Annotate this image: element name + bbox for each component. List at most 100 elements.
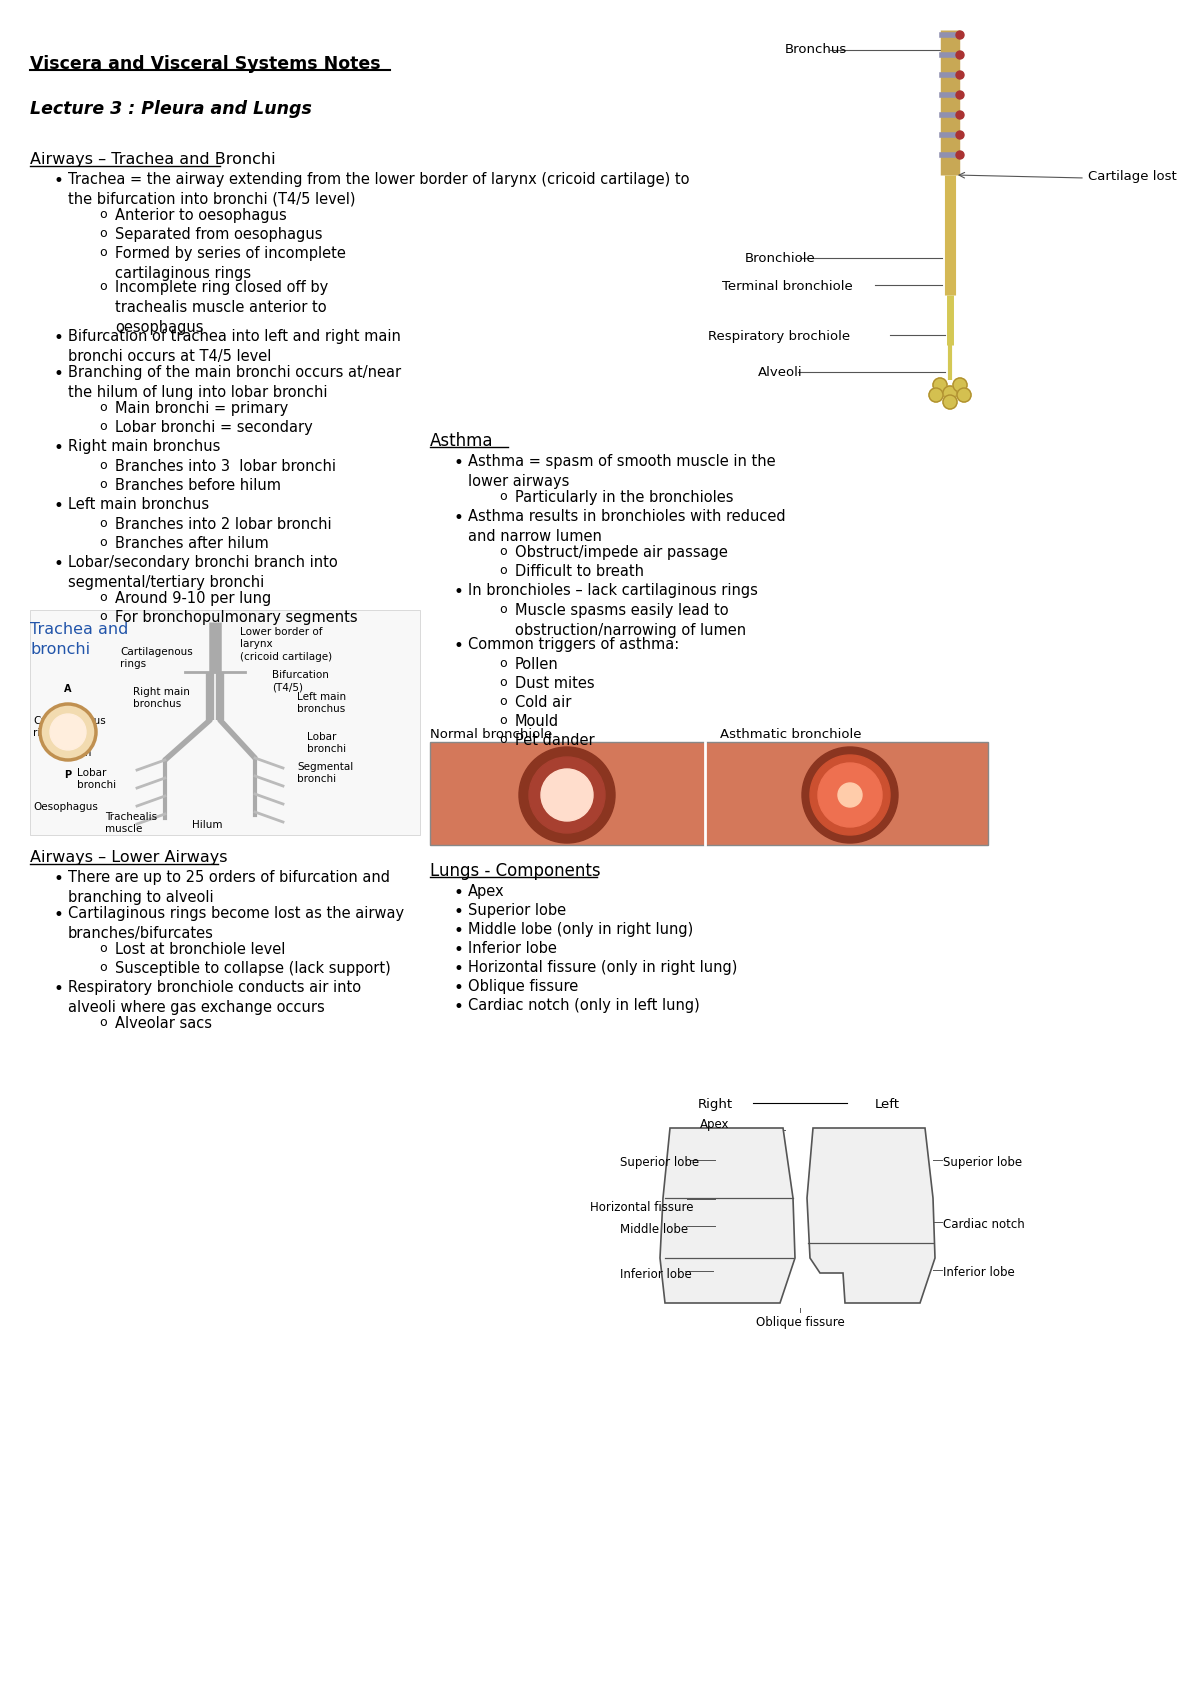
Text: Dust mites: Dust mites (515, 675, 595, 691)
Text: o: o (100, 518, 107, 529)
Circle shape (956, 131, 964, 139)
Text: o: o (499, 602, 506, 616)
Text: Right: Right (697, 1098, 732, 1112)
Text: o: o (499, 696, 506, 708)
Circle shape (934, 378, 947, 392)
Text: Cartilage lost: Cartilage lost (1088, 170, 1177, 183)
Text: Cardiac notch: Cardiac notch (943, 1218, 1025, 1230)
Text: •: • (53, 440, 62, 456)
Text: Difficult to breath: Difficult to breath (515, 563, 644, 579)
Text: Cardiac notch (only in left lung): Cardiac notch (only in left lung) (468, 998, 700, 1013)
Text: Asthma = spasm of smooth muscle in the
lower airways: Asthma = spasm of smooth muscle in the l… (468, 455, 775, 489)
Text: Trachea = the airway extending from the lower border of larynx (cricoid cartilag: Trachea = the airway extending from the … (68, 171, 690, 207)
Text: Anterior to oesophagus: Anterior to oesophagus (115, 209, 287, 222)
Text: Apex: Apex (701, 1118, 730, 1130)
Text: •: • (53, 497, 62, 514)
Text: Asthma results in bronchioles with reduced
and narrow lumen: Asthma results in bronchioles with reduc… (468, 509, 786, 543)
Circle shape (956, 71, 964, 80)
Polygon shape (808, 1129, 935, 1303)
Text: Right main bronchus: Right main bronchus (68, 440, 221, 455)
Text: Branches before hilum: Branches before hilum (115, 479, 281, 494)
Text: o: o (499, 714, 506, 726)
Text: Pet dander: Pet dander (515, 733, 595, 748)
FancyBboxPatch shape (30, 609, 420, 835)
Text: •: • (454, 903, 463, 921)
Text: Segmental
bronchi: Segmental bronchi (298, 762, 353, 784)
Circle shape (802, 747, 898, 843)
Text: o: o (100, 246, 107, 260)
Circle shape (50, 714, 86, 750)
Polygon shape (660, 1129, 796, 1303)
Text: •: • (454, 455, 463, 472)
Text: Horizontal fissure: Horizontal fissure (590, 1201, 694, 1213)
Text: o: o (100, 280, 107, 294)
Text: •: • (53, 906, 62, 923)
Text: Superior lobe: Superior lobe (943, 1156, 1022, 1169)
Text: Oblique fissure: Oblique fissure (756, 1315, 845, 1329)
Text: o: o (100, 458, 107, 472)
Text: Airways – Trachea and Bronchi: Airways – Trachea and Bronchi (30, 153, 276, 166)
Text: Lobar
bronchi: Lobar bronchi (77, 769, 116, 791)
Text: o: o (499, 490, 506, 502)
Text: Bifurcation
(T4/5): Bifurcation (T4/5) (272, 670, 329, 692)
Text: •: • (53, 979, 62, 998)
Text: o: o (100, 227, 107, 239)
Text: Bronchus: Bronchus (785, 42, 847, 56)
Text: Separated from oesophagus: Separated from oesophagus (115, 227, 323, 243)
Text: Oblique fissure: Oblique fissure (468, 979, 578, 994)
Circle shape (956, 92, 964, 98)
Text: o: o (100, 591, 107, 604)
Circle shape (958, 389, 971, 402)
Text: Trachealis
muscle: Trachealis muscle (106, 811, 157, 835)
Text: Left main bronchus: Left main bronchus (68, 497, 209, 512)
Circle shape (956, 31, 964, 39)
Text: Main bronchi = primary: Main bronchi = primary (115, 400, 288, 416)
Text: o: o (499, 545, 506, 558)
Text: Lungs - Components: Lungs - Components (430, 862, 601, 881)
Text: Normal bronchiole: Normal bronchiole (430, 728, 552, 742)
Text: Bronchiole: Bronchiole (745, 251, 816, 265)
Text: Lecture 3 : Pleura and Lungs: Lecture 3 : Pleura and Lungs (30, 100, 312, 119)
Circle shape (956, 151, 964, 160)
Circle shape (810, 755, 890, 835)
Text: Airways – Lower Airways: Airways – Lower Airways (30, 850, 228, 865)
Text: Branches into 3  lobar bronchi: Branches into 3 lobar bronchi (115, 458, 336, 473)
Text: o: o (499, 675, 506, 689)
Circle shape (529, 757, 605, 833)
Text: Middle lobe: Middle lobe (620, 1224, 688, 1235)
Text: Alveoli: Alveoli (758, 367, 803, 378)
Text: •: • (454, 942, 463, 959)
Text: Cartilagenous
rings: Cartilagenous rings (120, 647, 193, 669)
Text: Inferior lobe: Inferior lobe (943, 1266, 1015, 1280)
Text: •: • (53, 871, 62, 888)
Text: Bifurcation of trachea into left and right main
bronchi occurs at T4/5 level: Bifurcation of trachea into left and rig… (68, 329, 401, 363)
Text: o: o (100, 419, 107, 433)
Text: Asthma: Asthma (430, 433, 493, 450)
Circle shape (953, 378, 967, 392)
Text: Pollen: Pollen (515, 657, 559, 672)
Text: In bronchioles – lack cartilaginous rings: In bronchioles – lack cartilaginous ring… (468, 584, 758, 597)
Text: Mould: Mould (515, 714, 559, 730)
Text: Particularly in the bronchioles: Particularly in the bronchioles (515, 490, 733, 506)
Text: •: • (53, 555, 62, 574)
Text: A: A (65, 684, 72, 694)
Text: Apex: Apex (468, 884, 505, 899)
Text: Obstruct/impede air passage: Obstruct/impede air passage (515, 545, 728, 560)
Text: Formed by series of incomplete
cartilaginous rings: Formed by series of incomplete cartilagi… (115, 246, 346, 280)
Circle shape (943, 385, 958, 400)
Text: Inferior lobe: Inferior lobe (468, 942, 557, 955)
Text: Susceptible to collapse (lack support): Susceptible to collapse (lack support) (115, 961, 391, 976)
Text: Viscera and Visceral Systems Notes: Viscera and Visceral Systems Notes (30, 54, 380, 73)
Text: Superior lobe: Superior lobe (468, 903, 566, 918)
Text: Alveolar sacs: Alveolar sacs (115, 1017, 212, 1032)
FancyBboxPatch shape (430, 742, 988, 845)
Text: •: • (454, 921, 463, 940)
Text: •: • (454, 636, 463, 655)
Text: Respiratory bronchiole conducts air into
alveoli where gas exchange occurs: Respiratory bronchiole conducts air into… (68, 979, 361, 1015)
Text: Left: Left (875, 1098, 900, 1112)
Text: •: • (454, 884, 463, 903)
Text: Middle lobe (only in right lung): Middle lobe (only in right lung) (468, 921, 694, 937)
Circle shape (956, 110, 964, 119)
Text: Asthmatic bronchiole: Asthmatic bronchiole (720, 728, 862, 742)
Circle shape (541, 769, 593, 821)
